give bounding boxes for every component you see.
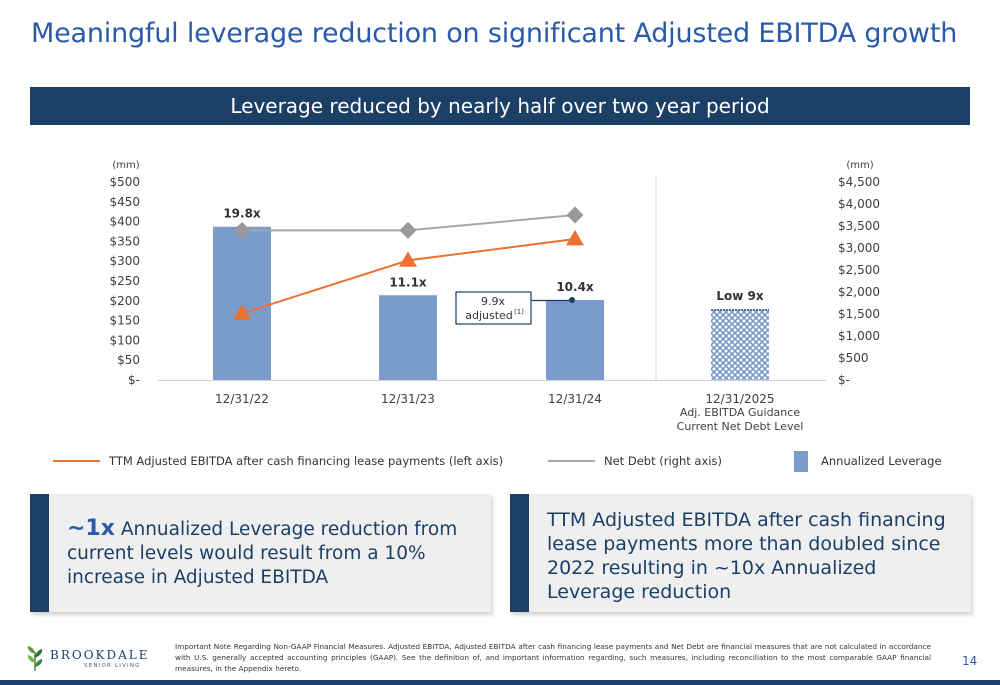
left-tick-label: $450 xyxy=(109,195,140,209)
leverage-callout-body: Annualized Leverage reduction from curre… xyxy=(67,519,458,588)
net-debt-point xyxy=(399,221,417,239)
legend-label-leverage: Annualized Leverage xyxy=(821,454,942,468)
bar-data-label: 10.4x xyxy=(556,280,594,294)
left-tick-label: $500 xyxy=(109,175,140,189)
x-tick-label: 12/31/24 xyxy=(548,392,602,406)
annotation-superscript: (1) xyxy=(514,308,524,316)
annotation-line1: 9.9x xyxy=(481,295,505,308)
logo-wordmark: BROOKDALE xyxy=(50,648,150,662)
page-number: 14 xyxy=(962,654,978,668)
leverage-callout-text: ~1x Annualized Leverage reduction from c… xyxy=(67,517,481,590)
left-tick-label: $50 xyxy=(117,353,140,367)
ebitda-callout: TTM Adjusted EBITDA after cash financing… xyxy=(510,494,971,612)
left-axis-unit: (mm) xyxy=(112,160,139,171)
logo-tagline: SENIOR LIVING xyxy=(84,663,141,669)
legend-label-ebitda: TTM Adjusted EBITDA after cash financing… xyxy=(108,454,503,468)
right-tick-label: $2,000 xyxy=(838,285,880,299)
left-tick-label: $250 xyxy=(109,274,140,288)
subtitle-banner: Leverage reduced by nearly half over two… xyxy=(30,87,970,125)
leverage-bar xyxy=(546,300,604,380)
x-tick-sublabel: Current Net Debt Level xyxy=(677,420,804,433)
left-tick-label: $200 xyxy=(109,294,140,308)
ebitda-point xyxy=(399,251,417,267)
page-title: Meaningful leverage reduction on signifi… xyxy=(31,18,958,49)
right-tick-label: $500 xyxy=(838,351,869,365)
right-tick-label: $- xyxy=(838,373,850,387)
x-tick-label: 12/31/22 xyxy=(215,392,269,406)
annotation-line2: adjusted xyxy=(465,309,513,322)
net-debt-point xyxy=(233,221,251,239)
guidance-bar xyxy=(711,309,769,380)
ebitda-point xyxy=(566,230,584,246)
annotation-box xyxy=(455,291,532,325)
ebitda-point xyxy=(233,304,251,320)
right-tick-label: $2,500 xyxy=(838,263,880,277)
right-axis-unit: (mm) xyxy=(846,160,873,171)
bar-data-label: 19.8x xyxy=(223,207,261,221)
leverage-bar xyxy=(213,226,271,380)
left-tick-label: $300 xyxy=(109,254,140,268)
left-tick-label: $400 xyxy=(109,215,140,229)
left-tick-label: $150 xyxy=(109,314,140,328)
company-logo: BROOKDALE SENIOR LIVING xyxy=(24,646,149,672)
ebitda-callout-text: TTM Adjusted EBITDA after cash financing… xyxy=(547,509,946,603)
right-tick-label: $1,000 xyxy=(838,329,880,343)
leverage-callout: ~1x Annualized Leverage reduction from c… xyxy=(30,494,491,612)
callout-accent-bar xyxy=(510,494,529,612)
non-gaap-footnote: Important Note Regarding Non-GAAP Financ… xyxy=(175,642,931,673)
right-tick-label: $4,000 xyxy=(838,197,880,211)
callout-accent-bar xyxy=(30,494,49,612)
bottom-rule xyxy=(0,680,1000,685)
x-tick-sublabel: Adj. EBITDA Guidance xyxy=(680,406,800,419)
leverage-chart: (mm) (mm) $500 $450 $400 $350 $300 $250 $200 $150… xyxy=(53,160,942,472)
right-tick-label: $3,000 xyxy=(838,241,880,255)
left-tick-label: $350 xyxy=(109,234,140,248)
x-tick-label: 12/31/23 xyxy=(381,392,435,406)
bar-data-label: 11.1x xyxy=(389,275,427,289)
x-tick-label: 12/31/2025 xyxy=(705,392,774,406)
leverage-bar xyxy=(379,295,437,380)
right-tick-label: $1,500 xyxy=(838,307,880,321)
bar-data-label: Low 9x xyxy=(716,289,764,303)
right-tick-label: $4,500 xyxy=(838,175,880,189)
leverage-callout-highlight: ~1x xyxy=(67,516,115,541)
left-tick-label: $100 xyxy=(109,333,140,347)
leaf-icon xyxy=(27,646,43,672)
legend-swatch-leverage xyxy=(794,451,808,472)
annotation-dot xyxy=(569,297,575,304)
left-tick-label: $- xyxy=(128,373,140,387)
net-debt-point xyxy=(566,206,584,224)
right-tick-label: $3,500 xyxy=(838,219,880,233)
legend-label-net-debt: Net Debt (right axis) xyxy=(604,454,722,468)
